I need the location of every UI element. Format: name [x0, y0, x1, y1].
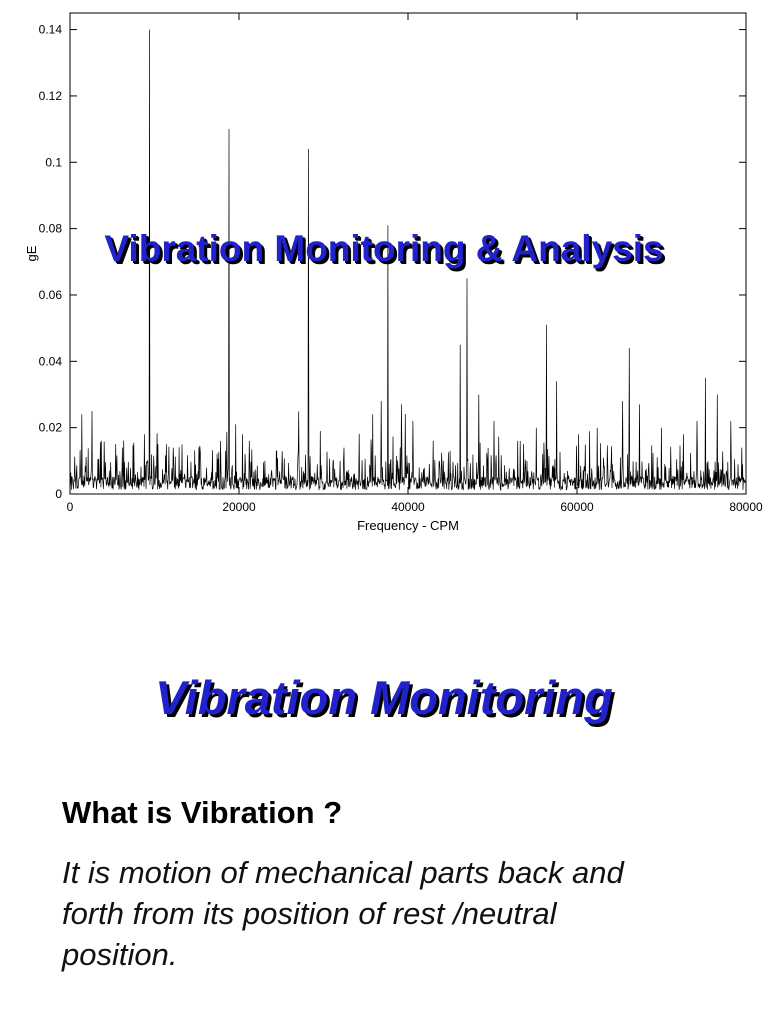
- body-paragraph: It is motion of mechanical parts back an…: [62, 852, 713, 975]
- x-tick-label: 60000: [560, 500, 594, 514]
- y-tick-label: 0: [55, 487, 62, 501]
- x-tick-label: 0: [67, 500, 74, 514]
- question-heading: What is Vibration ?: [62, 795, 343, 830]
- y-tick-label: 0.06: [39, 288, 63, 302]
- x-tick-label: 40000: [391, 500, 425, 514]
- y-tick-label: 0.14: [39, 23, 63, 37]
- section-title: Vibration Monitoring: [155, 671, 613, 724]
- y-axis-label: gE: [24, 245, 39, 261]
- y-tick-label: 0.08: [39, 222, 63, 236]
- body-line: forth from its position of rest /neutral: [62, 896, 557, 931]
- body-line: position.: [62, 937, 178, 972]
- spectrum-trace: [69, 29, 747, 492]
- x-tick-label: 20000: [222, 500, 256, 514]
- y-tick-label: 0.12: [39, 89, 63, 103]
- y-tick-label: 0.04: [39, 354, 63, 368]
- frequency-spectrum-svg: 0 0.02 0.04 0.06 0.08 0.1 0.12 0.14 0 20000 40000 6…: [24, 12, 763, 533]
- overlay-title: Vibration Monitoring & Analysis: [104, 228, 664, 269]
- x-tick-label: 80000: [729, 500, 763, 514]
- x-axis-label: Frequency - CPM: [357, 518, 459, 533]
- y-tick-label: 0.02: [39, 421, 63, 435]
- y-tick-label: 0.1: [45, 155, 62, 169]
- spectrum-chart: 0 0.02 0.04 0.06 0.08 0.1 0.12 0.14 0 20000 40000 6…: [24, 12, 763, 533]
- body-line: It is motion of mechanical parts back an…: [62, 855, 624, 890]
